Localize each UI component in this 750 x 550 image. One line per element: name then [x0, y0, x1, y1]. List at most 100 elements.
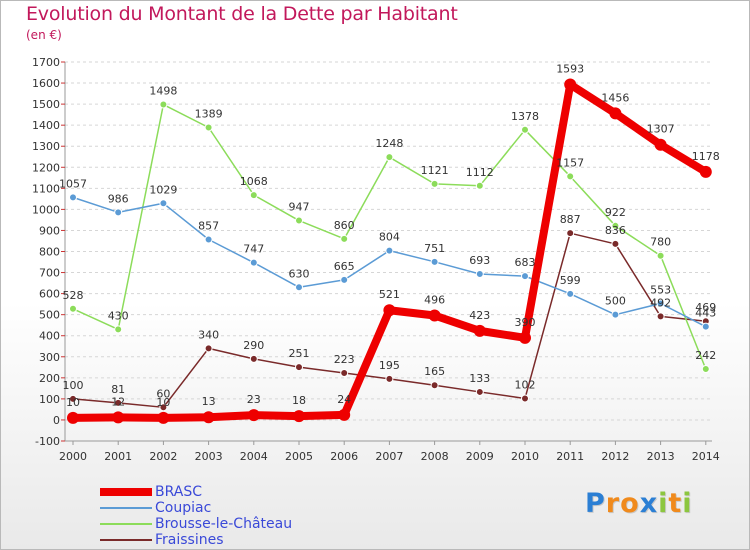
data-point — [295, 216, 303, 225]
data-point — [656, 251, 665, 260]
data-label: 24 — [337, 393, 351, 406]
data-label: 1389 — [195, 107, 223, 120]
data-label: 947 — [289, 201, 310, 214]
data-point — [385, 246, 394, 255]
logo-letter: r — [605, 488, 621, 519]
data-label: 1307 — [647, 123, 675, 136]
data-point — [114, 398, 123, 407]
data-point — [159, 403, 168, 412]
data-label: 496 — [424, 294, 445, 307]
data-point — [295, 283, 303, 292]
chart-title: Evolution du Montant de la Dette par Hab… — [26, 3, 458, 25]
data-point — [247, 409, 260, 422]
x-tick-label: 2001 — [104, 450, 132, 463]
data-label: 1593 — [556, 63, 584, 76]
data-label: 751 — [424, 242, 445, 255]
data-label: 1112 — [466, 166, 494, 179]
x-tick-label: 2005 — [285, 450, 313, 463]
y-tick-label: 700 — [39, 267, 60, 280]
x-tick-label: 2010 — [511, 450, 539, 463]
data-label: 13 — [202, 395, 216, 408]
chart-subtitle: (en €) — [26, 28, 62, 42]
data-point — [204, 235, 213, 244]
data-point — [112, 411, 125, 424]
data-label: 804 — [379, 231, 400, 244]
y-tick-label: 1000 — [32, 203, 60, 216]
legend-label: Brousse-le-Château — [155, 516, 293, 532]
data-point — [701, 322, 710, 331]
data-point — [566, 229, 575, 238]
y-tick-label: 900 — [39, 224, 60, 237]
logo-letter: i — [682, 488, 693, 519]
data-point — [69, 304, 77, 313]
data-point — [654, 138, 667, 151]
data-point — [385, 153, 394, 162]
data-point — [295, 363, 303, 372]
data-label: 887 — [560, 213, 581, 226]
data-label: 492 — [650, 296, 671, 309]
y-tick-label: 1100 — [32, 182, 60, 195]
data-label: 165 — [424, 365, 445, 378]
data-label: 12 — [111, 395, 125, 408]
data-label: 423 — [469, 309, 490, 322]
data-point — [519, 331, 531, 344]
data-point — [69, 193, 77, 202]
data-point — [383, 304, 396, 317]
data-label: 747 — [243, 243, 264, 256]
data-label: 1378 — [511, 110, 539, 123]
data-label: 10 — [156, 396, 170, 409]
y-tick-label: 400 — [39, 330, 60, 343]
data-point — [521, 125, 529, 134]
data-point — [475, 387, 484, 396]
y-tick-label: 600 — [39, 288, 60, 301]
data-point — [114, 208, 123, 217]
data-label: 1248 — [375, 137, 403, 150]
data-point — [249, 191, 258, 200]
legend-swatch — [100, 539, 152, 541]
data-label: 521 — [379, 288, 400, 301]
data-point — [521, 394, 529, 403]
data-label: 251 — [289, 347, 310, 360]
x-tick-label: 2004 — [240, 450, 268, 463]
legend-label: BRASC — [155, 484, 203, 500]
series-brasc — [67, 78, 712, 424]
data-label: 100 — [63, 379, 84, 392]
data-label: 683 — [515, 256, 536, 269]
data-point — [159, 199, 168, 208]
data-point — [204, 123, 213, 132]
data-label: 1068 — [240, 175, 268, 188]
data-point — [566, 289, 575, 298]
y-tick-label: 0 — [53, 414, 60, 427]
data-label: 133 — [469, 372, 490, 385]
data-point — [430, 381, 439, 390]
data-label: 1029 — [149, 183, 177, 196]
data-label: 1121 — [421, 164, 449, 177]
y-tick-label: 1200 — [32, 161, 60, 174]
data-point — [338, 408, 351, 421]
data-label: 528 — [63, 289, 84, 302]
data-label: 986 — [108, 192, 129, 205]
data-label: 81 — [111, 383, 125, 396]
series-coupiac — [69, 193, 710, 331]
data-point — [475, 181, 484, 190]
data-label: 290 — [243, 339, 264, 352]
data-label: 836 — [605, 224, 626, 237]
data-point — [430, 179, 439, 188]
data-point — [566, 172, 575, 181]
y-tick-label: 100 — [39, 393, 60, 406]
data-point — [157, 411, 170, 424]
data-label: 693 — [469, 254, 490, 267]
data-label: 553 — [650, 284, 671, 297]
x-tick-label: 2014 — [692, 450, 720, 463]
data-label: 780 — [650, 236, 671, 249]
data-label: 922 — [605, 206, 626, 219]
data-label: 1157 — [556, 156, 584, 169]
data-point — [564, 78, 577, 91]
legend-swatch — [100, 507, 152, 509]
data-label: 340 — [198, 328, 219, 341]
data-point — [611, 239, 620, 248]
x-tick-label: 2003 — [195, 450, 223, 463]
data-label: 1057 — [59, 177, 87, 190]
